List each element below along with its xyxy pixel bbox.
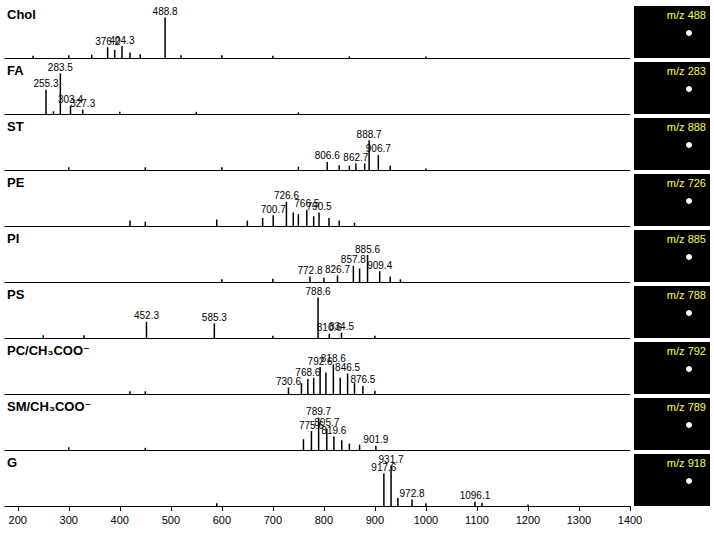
svg-text:m/z 888: m/z 888	[667, 121, 706, 133]
svg-text:PI: PI	[7, 231, 19, 246]
svg-text:283.5: 283.5	[48, 62, 73, 73]
svg-text:900: 900	[366, 514, 384, 526]
svg-text:m/z 726: m/z 726	[667, 177, 706, 189]
svg-text:818.6: 818.6	[320, 352, 346, 364]
svg-text:327.3: 327.3	[70, 98, 95, 109]
svg-text:888.7: 888.7	[357, 129, 382, 140]
svg-text:826.7: 826.7	[325, 264, 350, 275]
svg-text:800: 800	[315, 514, 333, 526]
svg-text:1200: 1200	[516, 514, 540, 526]
svg-text:300: 300	[60, 514, 78, 526]
svg-text:931.7: 931.7	[379, 454, 404, 465]
svg-text:376.2: 376.2	[95, 35, 121, 47]
svg-text:876.5: 876.5	[350, 374, 375, 385]
svg-text:1096.1: 1096.1	[460, 490, 491, 501]
svg-text:m/z 885: m/z 885	[667, 233, 706, 245]
svg-text:1000: 1000	[414, 514, 438, 526]
svg-text:1100: 1100	[465, 514, 489, 526]
svg-text:m/z 792: m/z 792	[667, 345, 706, 357]
svg-text:909.4: 909.4	[367, 260, 392, 271]
svg-text:700.7: 700.7	[261, 204, 286, 215]
svg-text:768.6: 768.6	[295, 367, 320, 378]
svg-text:726.6: 726.6	[273, 190, 299, 202]
svg-text:585.3: 585.3	[202, 312, 227, 323]
svg-text:SM/CH₃COO⁻: SM/CH₃COO⁻	[7, 399, 91, 414]
svg-text:1300: 1300	[567, 514, 591, 526]
svg-text:805.7: 805.7	[314, 416, 340, 428]
svg-text:885.6: 885.6	[355, 244, 380, 255]
svg-text:846.5: 846.5	[335, 362, 360, 373]
svg-text:Chol: Chol	[7, 7, 36, 22]
svg-text:ST: ST	[7, 119, 24, 134]
svg-text:600: 600	[213, 514, 231, 526]
svg-text:m/z 788: m/z 788	[667, 289, 706, 301]
svg-text:700: 700	[264, 514, 282, 526]
svg-text:806.6: 806.6	[315, 150, 340, 161]
svg-text:200: 200	[9, 514, 27, 526]
svg-text:PS: PS	[7, 287, 25, 302]
svg-text:772.8: 772.8	[297, 265, 322, 276]
svg-text:775.6: 775.6	[298, 419, 324, 431]
svg-text:730.6: 730.6	[276, 376, 301, 387]
svg-text:400: 400	[111, 514, 129, 526]
svg-text:917.6: 917.6	[371, 462, 397, 474]
svg-text:834.5: 834.5	[329, 321, 354, 332]
svg-text:255.3: 255.3	[33, 78, 58, 89]
svg-text:790.5: 790.5	[307, 201, 332, 212]
svg-text:1400: 1400	[618, 514, 642, 526]
svg-text:404.3: 404.3	[109, 35, 134, 46]
svg-text:452.3: 452.3	[134, 310, 159, 321]
svg-text:857.8: 857.8	[341, 254, 366, 265]
svg-text:G: G	[7, 455, 17, 470]
svg-text:906.7: 906.7	[366, 143, 391, 154]
svg-text:m/z 488: m/z 488	[667, 9, 706, 21]
svg-text:FA: FA	[7, 63, 24, 78]
svg-text:PE: PE	[7, 175, 25, 190]
svg-text:789.7: 789.7	[306, 406, 331, 417]
svg-text:819.6: 819.6	[321, 425, 346, 436]
svg-text:m/z 789: m/z 789	[667, 401, 706, 413]
svg-text:m/z 918: m/z 918	[667, 457, 706, 469]
svg-text:488.8: 488.8	[153, 6, 178, 17]
svg-text:862.7: 862.7	[343, 152, 369, 163]
svg-text:788.6: 788.6	[306, 286, 331, 297]
svg-text:PC/CH₃COO⁻: PC/CH₃COO⁻	[7, 343, 90, 358]
svg-text:500: 500	[162, 514, 180, 526]
svg-text:m/z 283: m/z 283	[667, 65, 706, 77]
svg-text:972.8: 972.8	[400, 488, 425, 499]
svg-text:901.9: 901.9	[363, 434, 388, 445]
